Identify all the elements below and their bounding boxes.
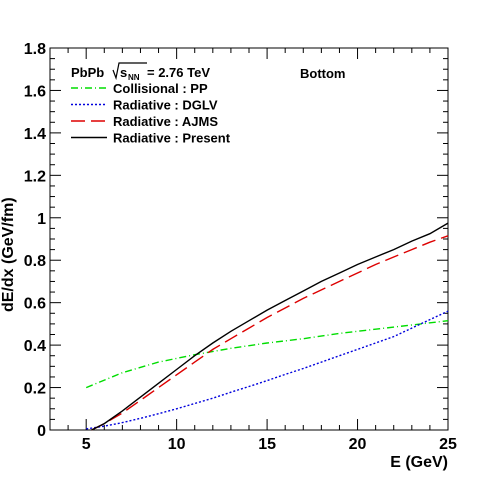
y-tick-label: 1.2 [24, 168, 46, 185]
legend-label: Radiative : AJMS [113, 114, 218, 129]
y-tick-label: 0 [37, 423, 46, 440]
x-tick-label: 10 [168, 436, 186, 453]
y-tick-label: 1.4 [24, 126, 46, 143]
x-tick-label: 15 [258, 436, 276, 453]
sqrt-s-label: s [120, 65, 127, 80]
y-tick-label: 0.8 [24, 253, 46, 270]
plot-frame [49, 47, 449, 431]
y-tick-label: 0.2 [24, 381, 46, 398]
series-line-collisional-pp [85, 320, 449, 389]
legend-label: Radiative : DGLV [113, 98, 218, 113]
system-annotation: PbPb s NN = 2.76 TeV [71, 62, 210, 82]
x-tick-label: 5 [82, 436, 91, 453]
x-axis-title: E (GeV) [390, 454, 448, 471]
x-tick-label: 25 [439, 436, 457, 453]
y-axis-title: dE/dx (GeV/fm) [0, 197, 17, 312]
x-tick-label: 20 [349, 436, 367, 453]
axis-ticks: 5 10 15 20 25 0 0.2 0.4 0.6 0.8 1 1.2 1.4 1.6 1.8 [24, 41, 457, 453]
sqrt-s-subscript: NN [128, 73, 140, 82]
series-line-radiative-ajms [91, 235, 449, 431]
data-lines [85, 222, 449, 431]
quark-label: Bottom [300, 66, 346, 81]
series-line-radiative-present [91, 222, 449, 431]
series-line-radiative-dglv [86, 310, 449, 430]
y-tick-label: 1.6 [24, 83, 46, 100]
legend-label: Collisional : PP [113, 81, 208, 96]
legend-label: Radiative : Present [113, 131, 231, 146]
sqrt-sign [112, 62, 147, 81]
y-tick-label: 1.8 [24, 41, 46, 58]
system-label: PbPb [71, 65, 104, 80]
y-tick-label: 0.6 [24, 296, 46, 313]
energy-label: = 2.76 TeV [147, 65, 210, 80]
y-tick-label: 0.4 [24, 338, 46, 355]
y-tick-label: 1 [37, 211, 46, 228]
